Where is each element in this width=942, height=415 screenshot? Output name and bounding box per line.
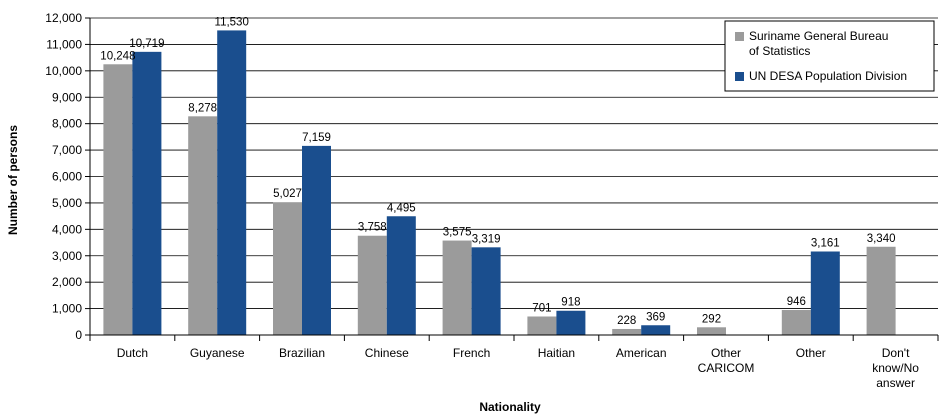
data-label: 3,340: [867, 233, 896, 245]
y-axis-title: Number of persons: [6, 125, 20, 235]
data-label: 3,161: [811, 237, 840, 249]
x-tick-label: Other CARICOM: [698, 346, 755, 375]
y-tick-label: 4,000: [52, 222, 82, 236]
bar-un-desa-1: [217, 30, 247, 335]
legend: Suriname General Bureau of Statistics UN D…: [724, 20, 935, 92]
y-tick-label: 5,000: [52, 196, 82, 210]
bar-suriname-bureau-0: [103, 64, 133, 336]
axes: 0 1,000 2,000 3,000 4,000 5,000 6,000 7,000 8,00…: [45, 11, 939, 390]
legend-box: [724, 20, 935, 92]
legend-swatch: [735, 32, 744, 41]
data-labels: 10,248 8,278 5,027 3,758 3,575 701 228 292 946 3,…: [100, 16, 895, 327]
data-label: 8,278: [188, 102, 217, 114]
y-tick-label: 8,000: [52, 117, 82, 131]
y-tick-label: 6,000: [52, 170, 82, 184]
data-label: 3,575: [443, 227, 472, 239]
x-tick-label: Haitian: [538, 346, 575, 360]
bar-un-desa-6: [641, 325, 671, 335]
y-tick-label: 0: [75, 328, 82, 342]
legend-label: Suriname General Bureau of Statistics: [749, 29, 888, 58]
x-tick-label: Don't know/No answer: [872, 346, 919, 390]
data-label: 10,719: [129, 38, 164, 50]
y-tick-label: 2,000: [52, 275, 82, 289]
data-label: 946: [787, 296, 806, 308]
bar-suriname-bureau-9: [866, 246, 896, 335]
bars: [103, 30, 896, 336]
bar-un-desa-5: [556, 310, 586, 335]
data-label: 701: [532, 302, 551, 314]
bar-un-desa-2: [302, 145, 331, 335]
data-label: 228: [617, 315, 636, 327]
y-tick-label: 1,000: [52, 302, 82, 316]
data-label: 3,319: [472, 233, 501, 245]
data-label: 10,248: [100, 50, 135, 62]
data-label: 7,159: [302, 132, 331, 144]
data-label: 4,495: [387, 202, 416, 214]
x-tick-label: American: [616, 346, 667, 360]
y-tick-label: 10,000: [45, 64, 82, 78]
bar-suriname-bureau-8: [781, 310, 811, 335]
legend-swatch: [735, 72, 744, 81]
bar-suriname-bureau-2: [273, 202, 302, 335]
data-label: 292: [702, 313, 721, 325]
y-tick-label: 3,000: [52, 249, 82, 263]
bar-un-desa-4: [471, 247, 501, 335]
bar-suriname-bureau-6: [612, 328, 642, 335]
y-tick-label: 12,000: [45, 11, 82, 25]
data-label: 3,758: [358, 222, 387, 234]
legend-label: UN DESA Population Division: [749, 69, 907, 83]
data-label: 918: [561, 297, 580, 309]
data-label: 5,027: [273, 188, 302, 200]
bar-suriname-bureau-4: [442, 240, 472, 335]
x-tick-label: French: [453, 346, 490, 360]
x-tick-label: Chinese: [365, 346, 409, 360]
bar-suriname-bureau-1: [188, 116, 218, 335]
x-axis-title: Nationality: [479, 400, 541, 414]
x-tick-label: Dutch: [117, 346, 148, 360]
bar-un-desa-8: [810, 251, 840, 335]
x-tick-label: Other: [796, 346, 826, 360]
y-tick-label: 9,000: [52, 90, 82, 104]
bar-suriname-bureau-3: [357, 235, 387, 335]
x-tick-label: Brazilian: [279, 346, 325, 360]
bar-un-desa-0: [132, 51, 162, 335]
y-tick-label: 7,000: [52, 143, 82, 157]
bar-un-desa-3: [386, 216, 416, 335]
y-tick-label: 11,000: [46, 37, 82, 51]
x-tick-label: Guyanese: [190, 346, 245, 360]
bar-suriname-bureau-5: [527, 316, 557, 335]
data-label: 11,530: [215, 16, 249, 28]
bar-suriname-bureau-7: [697, 327, 726, 335]
data-label: 369: [646, 311, 665, 323]
